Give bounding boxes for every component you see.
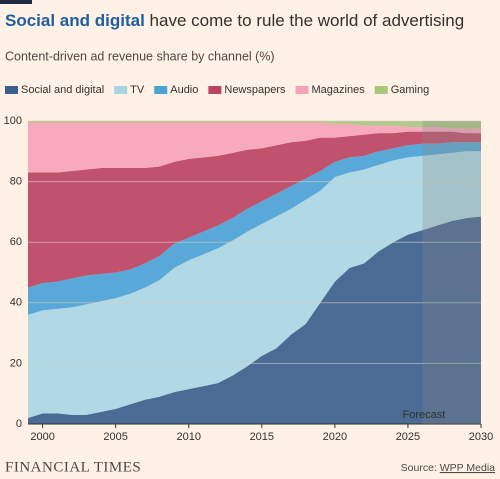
x-tick-label: 2020: [323, 431, 347, 443]
legend-label: Audio: [170, 84, 198, 96]
title-rule: [0, 0, 32, 4]
legend-swatch: [5, 86, 18, 94]
x-tick-label: 2015: [250, 431, 274, 443]
area: [28, 151, 481, 418]
legend-swatch: [208, 86, 222, 94]
forecast-region: [422, 121, 481, 424]
area: [28, 131, 481, 288]
x-tick-label: 2030: [469, 431, 493, 443]
x-tick-label: 2000: [30, 431, 54, 443]
subtitle: Content-driven ad revenue share by chann…: [5, 49, 275, 63]
legend-swatch: [374, 86, 388, 94]
source: Source: WPP Media: [401, 462, 496, 474]
y-tick-label: 0: [16, 418, 22, 430]
area: [28, 142, 481, 315]
legend-swatch: [295, 86, 309, 94]
legend-label: TV: [130, 84, 145, 96]
legend-label: Social and digital: [21, 84, 104, 96]
title-rest: have come to rule the world of advertisi…: [150, 11, 465, 30]
y-tick-label: 80: [10, 176, 22, 188]
source-link[interactable]: WPP Media: [440, 462, 495, 474]
area: [28, 122, 481, 173]
chart-title: Social and digital have come to rule the…: [5, 11, 464, 30]
y-tick-label: 40: [10, 297, 22, 309]
footer: FINANCIAL TIMES: [5, 459, 141, 475]
title-highlight: Social and digital: [5, 11, 145, 30]
legend-swatch: [114, 86, 128, 94]
x-tick-label: 2025: [396, 431, 420, 443]
legend-label: Newspapers: [224, 84, 286, 96]
x-tick-label: 2010: [176, 431, 200, 443]
plot-area: [28, 121, 481, 424]
x-tick-label: 2005: [103, 431, 127, 443]
y-tick-label: 100: [4, 115, 22, 127]
source-label: Source:: [401, 462, 437, 474]
legend-label: Gaming: [391, 84, 430, 96]
annotation: Forecast: [403, 409, 446, 421]
legend-label: Magazines: [312, 84, 366, 96]
legend-swatch: [154, 86, 168, 94]
area: [28, 121, 481, 129]
legend: Social and digital TV Audio Newspapers Magaz…: [5, 84, 429, 96]
y-tick-label: 60: [10, 236, 22, 248]
y-tick-label: 20: [10, 357, 22, 369]
area: [28, 216, 481, 424]
